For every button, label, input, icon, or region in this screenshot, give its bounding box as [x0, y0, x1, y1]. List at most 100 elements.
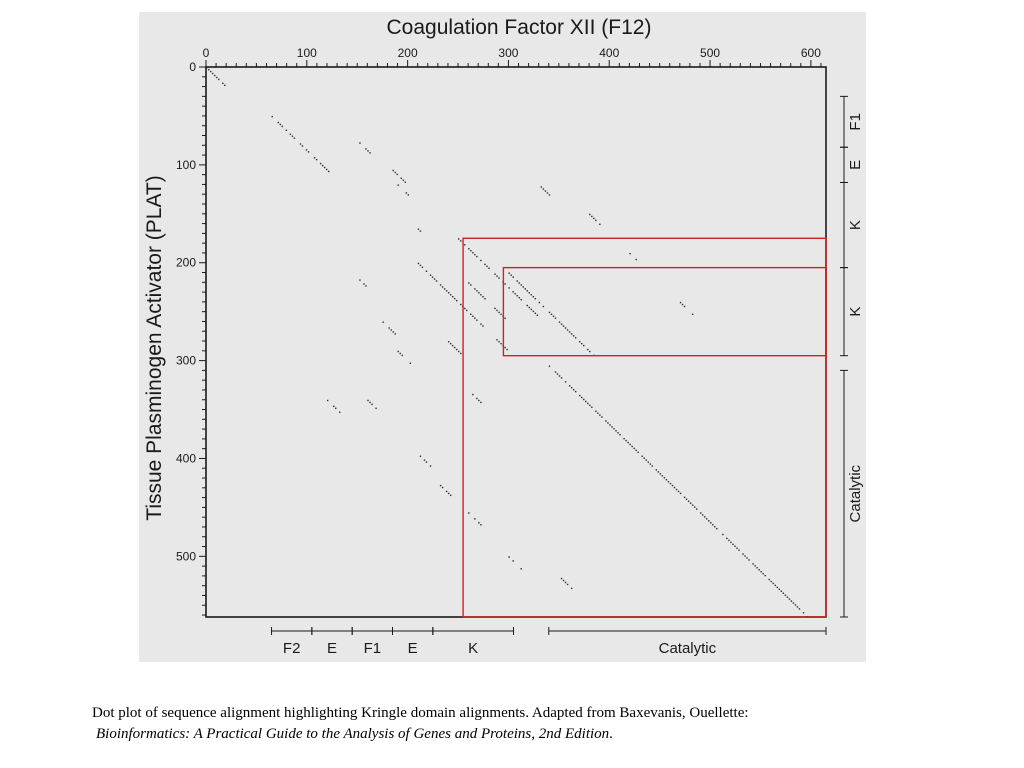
alignment-dot [456, 348, 458, 351]
caption-text: Dot plot of sequence alignment highlight… [92, 705, 749, 721]
alignment-dot [581, 396, 583, 399]
alignment-dot [752, 563, 754, 565]
alignment-dot [500, 342, 502, 345]
alignment-dot [335, 407, 337, 409]
alignment-dot [691, 313, 694, 316]
y-tick-label: 400 [176, 451, 196, 465]
alignment-dot [472, 315, 474, 317]
alignment-dot [607, 422, 609, 424]
alignment-dot [613, 428, 615, 430]
alignment-dot [392, 169, 394, 172]
alignment-dot [449, 494, 452, 497]
alignment-dot [449, 294, 452, 296]
alignment-dot [429, 274, 432, 276]
alignment-dot [595, 410, 597, 412]
alignment-dot [558, 375, 561, 377]
alignment-dot [554, 371, 557, 373]
alignment-dot [726, 537, 728, 540]
alignment-dot [677, 490, 680, 493]
alignment-dot [532, 296, 535, 298]
alignment-dot [289, 133, 292, 135]
alignment-dot [601, 416, 603, 418]
alignment-dot [480, 401, 482, 404]
x-tick-label: 500 [700, 46, 720, 60]
alignment-dot [619, 433, 621, 436]
alignment-dot [454, 297, 456, 300]
alignment-dot [587, 402, 589, 405]
alignment-dot [365, 285, 367, 287]
alignment-dot [508, 272, 510, 274]
alignment-dot [530, 294, 533, 296]
alignment-dot [496, 309, 498, 312]
alignment-dot [552, 315, 555, 317]
alignment-dot [589, 350, 591, 353]
alignment-dot [359, 279, 361, 281]
alignment-dot [651, 465, 653, 467]
alignment-dot [470, 313, 472, 316]
alignment-dot [635, 449, 637, 452]
alignment-dot [528, 292, 531, 294]
caption-suffix: . [609, 726, 613, 742]
alignment-dot [629, 443, 631, 446]
alignment-dot [301, 145, 304, 147]
bottom-domain-label: K [468, 640, 478, 657]
alignment-dot [579, 341, 581, 343]
y-tick-label: 200 [176, 256, 196, 270]
alignment-dot [655, 469, 658, 471]
alignment-dot [591, 406, 593, 408]
alignment-dot [468, 248, 470, 250]
alignment-dot [476, 255, 478, 258]
alignment-dot [512, 560, 514, 562]
y-tick-label: 300 [176, 354, 196, 368]
alignment-dot [554, 317, 557, 319]
alignment-dot [441, 486, 444, 489]
alignment-dot [419, 455, 422, 457]
alignment-dot [510, 274, 512, 276]
alignment-dot [470, 284, 472, 286]
alignment-dot [560, 377, 563, 379]
alignment-dot [470, 250, 472, 252]
alignment-dot [400, 177, 402, 179]
alignment-dot [659, 473, 662, 475]
alignment-dot [770, 580, 772, 583]
alignment-dot [675, 488, 678, 491]
alignment-dot [570, 333, 573, 335]
alignment-dot [441, 286, 444, 288]
alignment-dot [730, 541, 732, 544]
alignment-dot [611, 426, 613, 428]
alignment-dot [451, 296, 454, 298]
alignment-dot [617, 432, 619, 434]
bottom-domain-label: E [327, 640, 337, 657]
alignment-dot [542, 305, 545, 308]
alignment-dot [685, 498, 688, 500]
alignment-dot [706, 518, 708, 520]
alignment-dot [788, 598, 791, 600]
alignment-dot [784, 594, 787, 596]
alignment-dot [397, 184, 399, 186]
alignment-dot [695, 508, 698, 510]
alignment-dot [476, 319, 478, 321]
y-axis-title: Tissue Plasminogen Activator (PLAT) [143, 175, 166, 520]
alignment-dot [520, 568, 522, 570]
alignment-dot [439, 484, 442, 487]
alignment-dot [574, 337, 577, 339]
alignment-dot [568, 385, 571, 387]
alignment-dot [790, 600, 793, 602]
alignment-dot [679, 301, 682, 304]
alignment-dot [522, 286, 524, 288]
alignment-dot [367, 399, 369, 402]
alignment-dot [583, 344, 585, 347]
alignment-dot [464, 244, 466, 246]
alignment-dot [518, 282, 520, 284]
alignment-dot [399, 352, 401, 355]
alignment-dot [520, 284, 522, 286]
alignment-dot [504, 317, 506, 319]
alignment-dot [756, 567, 758, 569]
alignment-dot [671, 484, 674, 487]
alignment-dot [224, 84, 226, 87]
alignment-dot [786, 596, 789, 598]
alignment-dot [425, 270, 428, 272]
alignment-dot [392, 331, 394, 333]
alignment-dot [333, 405, 335, 408]
alignment-dot [482, 296, 484, 298]
